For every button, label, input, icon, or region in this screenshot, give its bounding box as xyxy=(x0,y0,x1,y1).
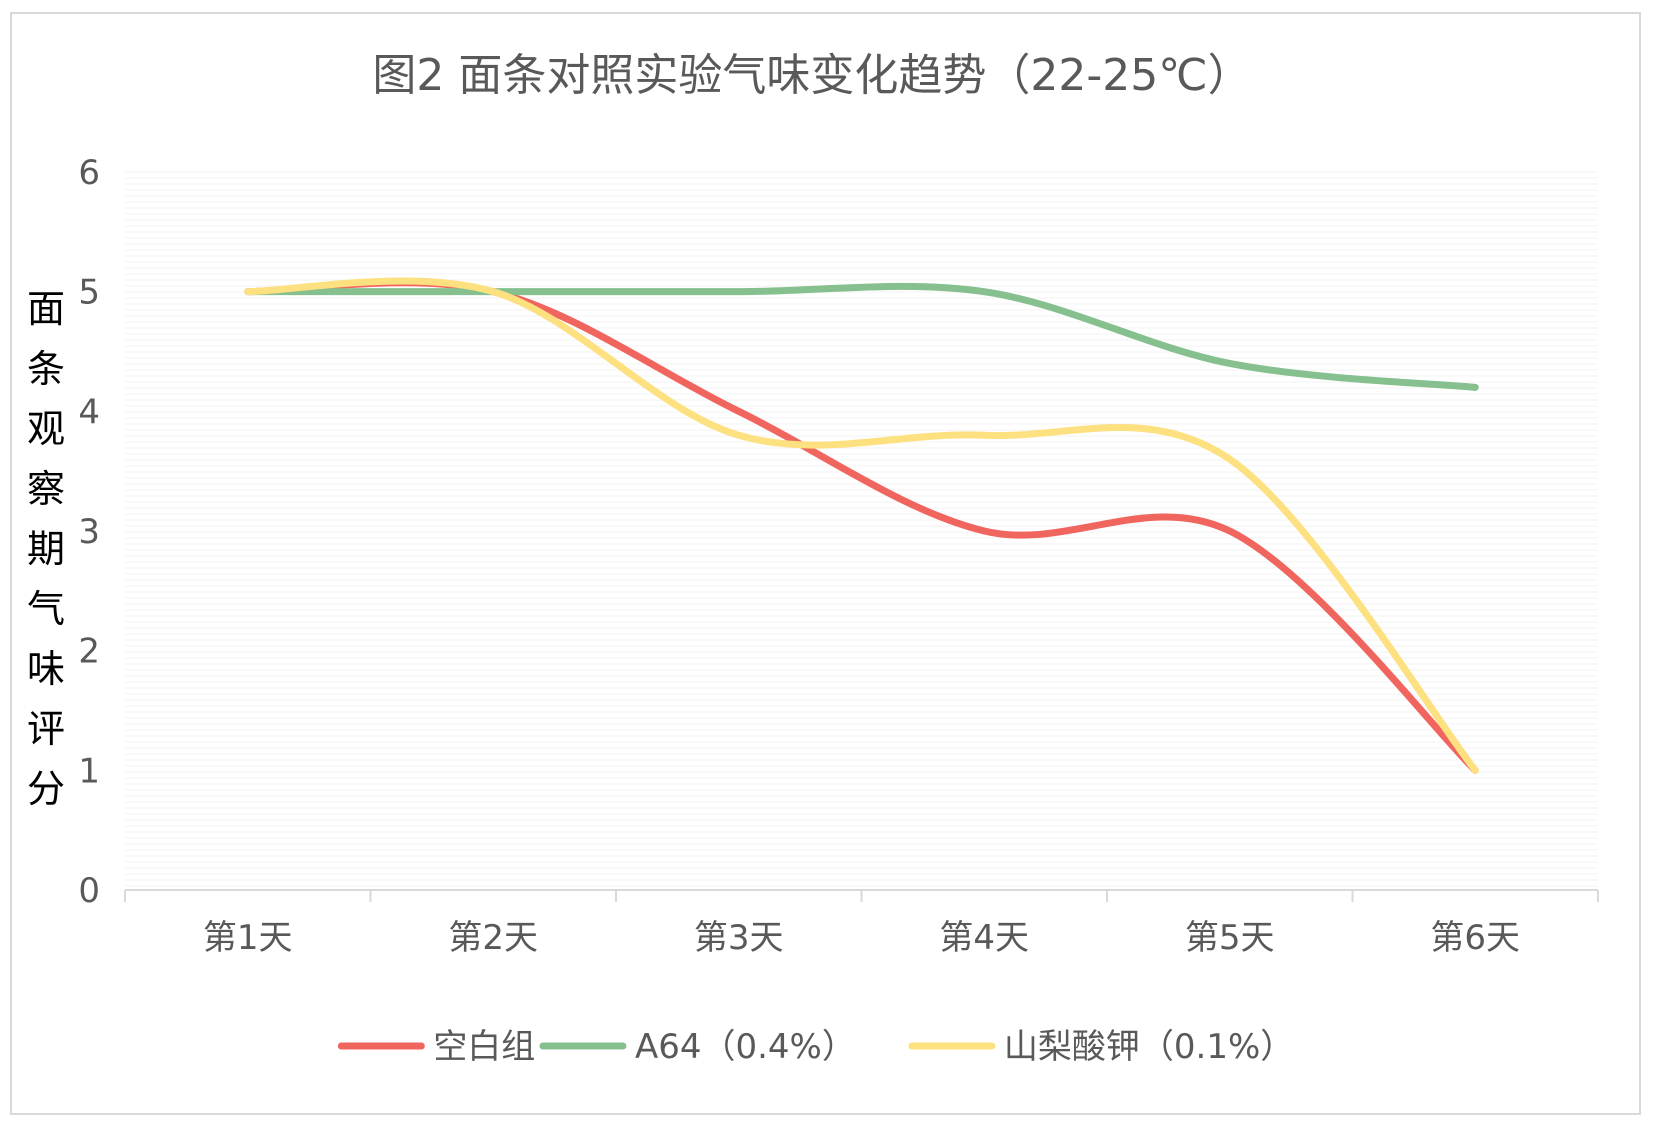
gridlines xyxy=(125,171,1598,887)
y-tick-label-1: 1 xyxy=(78,751,100,791)
legend-label-2: 山梨酸钾（0.1%） xyxy=(1004,1027,1294,1067)
x-tick-label-2: 第3天 xyxy=(694,918,784,958)
x-tick-label-5: 第6天 xyxy=(1430,918,1520,958)
y-axis-label-char-3: 察 xyxy=(27,467,65,511)
y-axis-label-char-4: 期 xyxy=(27,527,65,571)
y-axis-label-char-8: 分 xyxy=(27,767,65,811)
x-tick-label-0: 第1天 xyxy=(203,918,293,958)
y-axis-ticks: 0 1 2 3 4 5 6 xyxy=(78,153,100,911)
y-tick-label-5: 5 xyxy=(78,273,100,313)
legend: 空白组 A64（0.4%） 山梨酸钾（0.1%） xyxy=(337,1027,1294,1067)
y-axis-label-char-5: 气 xyxy=(27,587,65,631)
y-tick-label-2: 2 xyxy=(78,632,100,672)
y-tick-label-4: 4 xyxy=(78,392,100,432)
y-axis-label-char-7: 评 xyxy=(27,707,65,751)
y-tick-label-0: 0 xyxy=(78,871,100,911)
series-line-0 xyxy=(244,279,1479,774)
chart-title: 图2 面条对照实验气味变化趋势（22-25℃） xyxy=(372,50,1251,101)
x-tick-label-4: 第5天 xyxy=(1185,918,1275,958)
y-tick-label-3: 3 xyxy=(78,512,100,552)
y-axis-label-char-6: 味 xyxy=(27,647,65,691)
y-axis-label-char-0: 面 xyxy=(27,287,65,331)
series-lines xyxy=(244,277,1479,774)
series-line-1 xyxy=(244,282,1479,391)
legend-label-1: A64（0.4%） xyxy=(635,1027,856,1067)
x-tick-label-1: 第2天 xyxy=(448,918,538,958)
y-axis-label-char-1: 条 xyxy=(27,347,65,391)
y-axis-label-char-2: 观 xyxy=(27,407,65,451)
x-axis xyxy=(124,889,1599,902)
x-axis-ticks: 第1天 第2天 第3天 第4天 第5天 第6天 xyxy=(203,918,1520,958)
x-tick-label-3: 第4天 xyxy=(939,918,1029,958)
series-line-2 xyxy=(244,277,1479,774)
legend-label-0: 空白组 xyxy=(433,1027,535,1067)
y-tick-label-6: 6 xyxy=(78,153,100,193)
